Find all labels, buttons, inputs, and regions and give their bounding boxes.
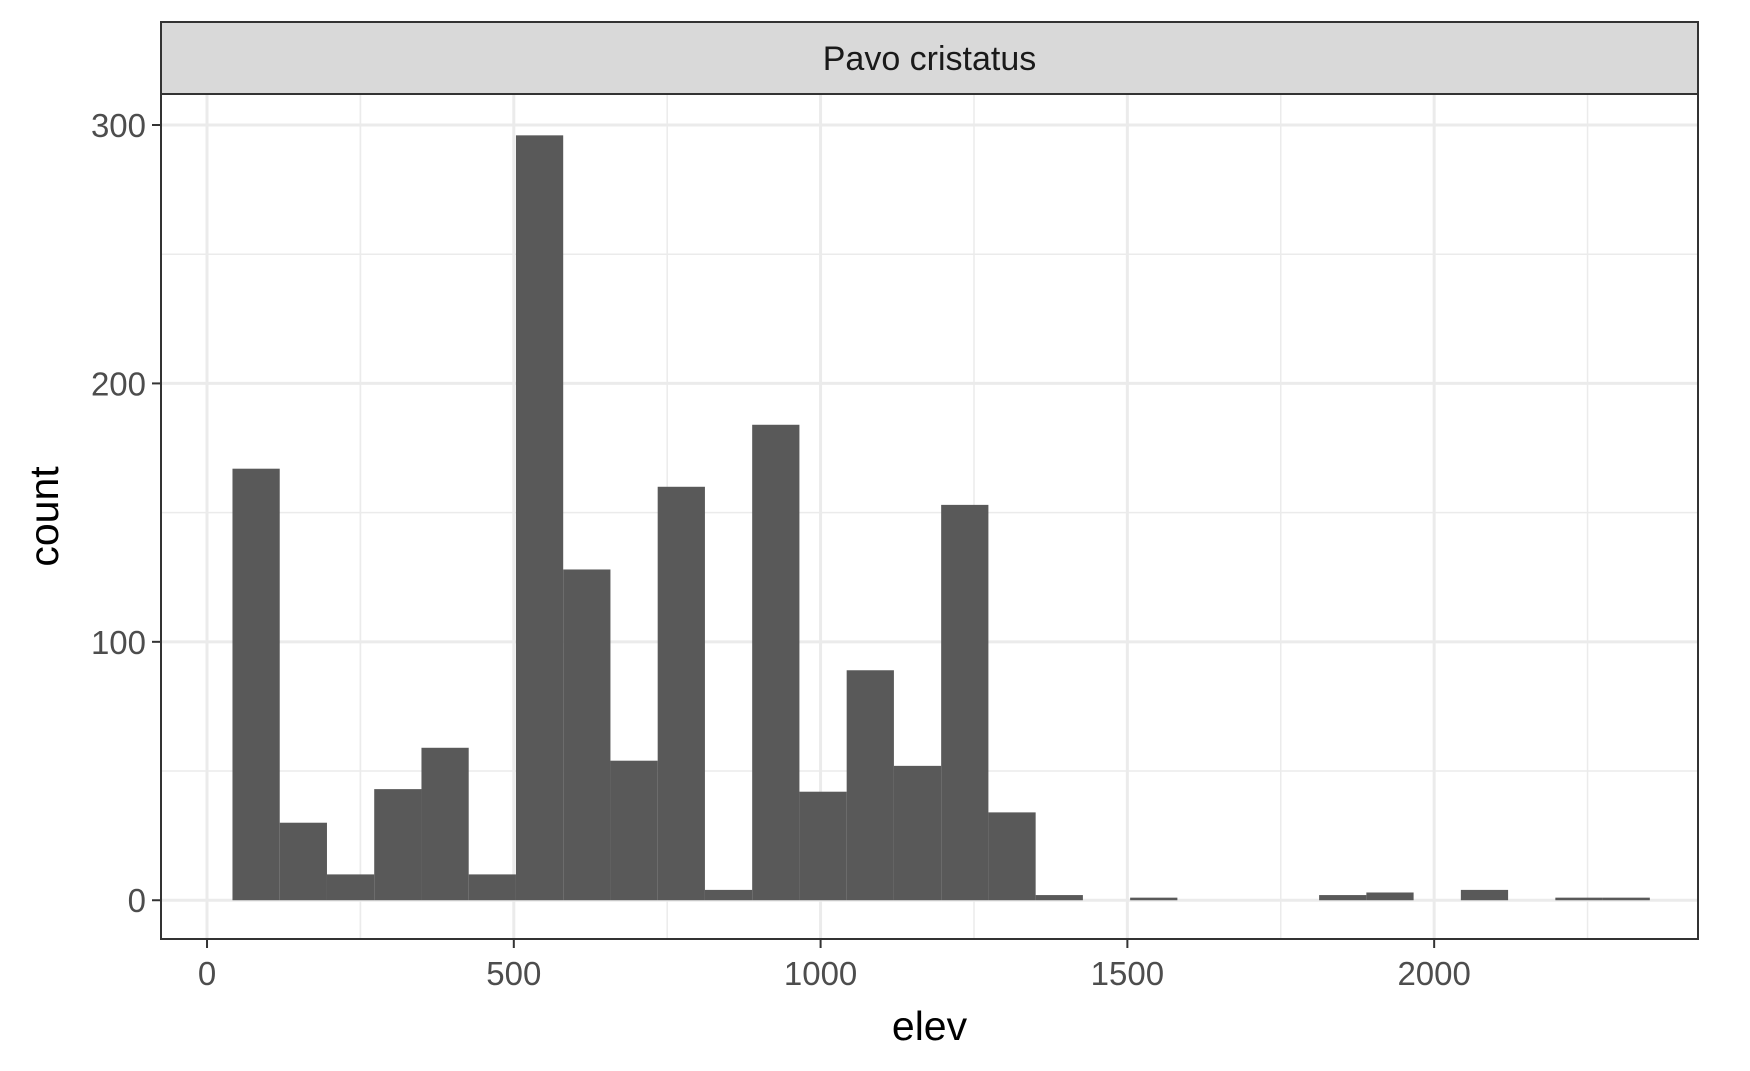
histogram-bar: [752, 424, 800, 901]
histogram-bar: [941, 504, 989, 901]
histogram-bar: [610, 760, 658, 901]
histogram-bar: [1555, 897, 1603, 901]
y-tick-label: 100: [91, 624, 146, 661]
histogram-bar: [1602, 897, 1650, 901]
histogram-bar: [1130, 897, 1178, 901]
histogram-bar: [1035, 895, 1083, 901]
histogram-bar: [421, 747, 469, 901]
histogram-bar: [799, 791, 847, 901]
facet-label: Pavo cristatus: [823, 40, 1037, 78]
x-tick-label: 1500: [1091, 955, 1164, 992]
x-axis-title: elev: [892, 1003, 968, 1049]
x-tick-label: 1000: [784, 955, 857, 992]
y-axis-title: count: [21, 466, 67, 567]
histogram-bar: [326, 874, 375, 901]
x-tick-label: 500: [486, 955, 541, 992]
histogram-bar: [279, 822, 327, 901]
histogram-bar: [515, 135, 564, 901]
major-gridlines: [161, 94, 1698, 939]
axis-ticks: 0 500 1000 1500 2000 0 100 200 300: [91, 107, 1471, 992]
y-tick-label: 200: [91, 365, 146, 402]
histogram-bar: [893, 765, 942, 901]
histogram-bar: [657, 486, 705, 901]
histogram-bar: [468, 874, 516, 901]
histogram-bar: [1460, 889, 1509, 901]
x-tick-label: 2000: [1397, 955, 1470, 992]
histogram-bar: [563, 569, 611, 901]
histogram-bar: [374, 789, 422, 901]
facet-strip: [160, 21, 1699, 95]
histogram-bar: [988, 812, 1036, 901]
histogram-bar: [1319, 895, 1367, 901]
histogram-bar: [1366, 892, 1414, 901]
histogram-bar: [846, 670, 894, 901]
histogram-bar: [232, 468, 280, 901]
histogram-bar: [704, 889, 753, 901]
histogram-bars: [232, 135, 1650, 901]
x-tick-label: 0: [198, 955, 216, 992]
y-tick-label: 300: [91, 107, 146, 144]
y-tick-label: 0: [128, 882, 146, 919]
